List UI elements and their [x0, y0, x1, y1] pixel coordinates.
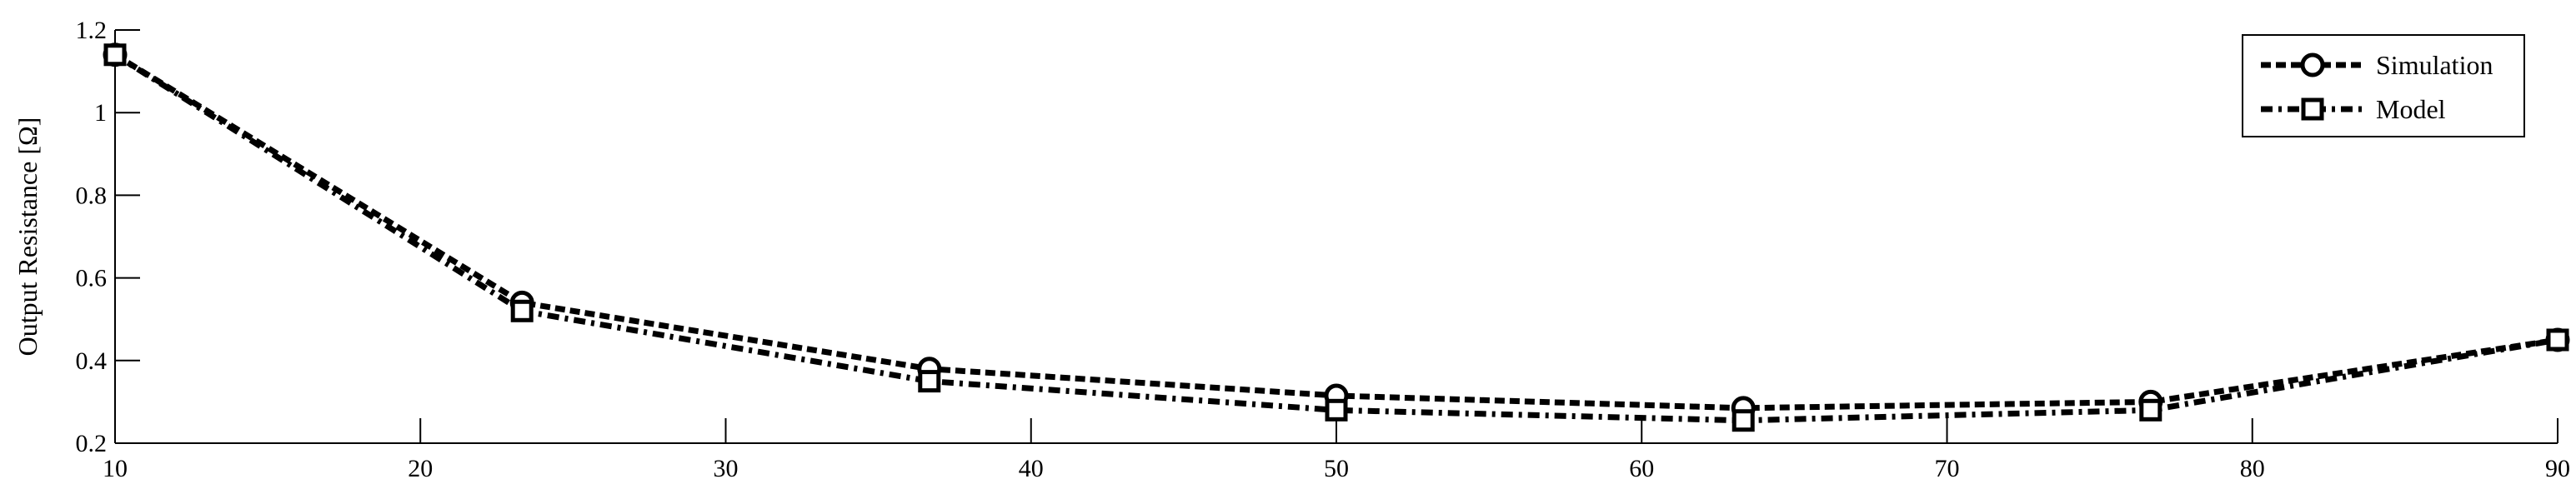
x-tick-label: 60: [1629, 455, 1654, 482]
y-tick-label: 0.6: [76, 265, 108, 292]
x-tick-label: 50: [1324, 455, 1349, 482]
legend-marker-model: [2301, 97, 2324, 121]
y-tick-label: 0.2: [76, 430, 108, 457]
y-tick-label: 1.2: [76, 17, 108, 44]
data-point-model: [2139, 398, 2163, 422]
data-point-model: [1732, 409, 1755, 432]
axes: 10 20 30 40 50 60 70 80 90 0.2 0.4 0.6 0.8 1 1.2 Output…: [13, 17, 2570, 482]
data-point-model: [103, 43, 127, 67]
legend-marker-simulation: [2300, 52, 2325, 77]
y-tick-label: 0.8: [76, 182, 108, 209]
x-tick-label: 40: [1019, 455, 1044, 482]
legend: Simulation Model: [2242, 34, 2525, 137]
x-tick-label: 70: [1935, 455, 1960, 482]
legend-label: Simulation: [2376, 50, 2493, 80]
data-point-model: [1325, 398, 1348, 422]
x-tick-label: 80: [2240, 455, 2265, 482]
x-tick-label: 10: [103, 455, 128, 482]
series-line-simulation: [113, 52, 2558, 412]
legend-label: Model: [2376, 94, 2446, 124]
data-point-model: [2546, 328, 2569, 352]
y-tick-label: 0.4: [76, 347, 108, 375]
x-tick-label: 20: [408, 455, 433, 482]
y-tick-label: 1: [94, 99, 107, 127]
series-line-model: [113, 52, 2558, 424]
x-tick-label: 90: [2545, 455, 2570, 482]
y-axis-label: Output Resistance [Ω]: [13, 117, 43, 357]
data-point-model: [510, 299, 534, 322]
legend-box: [2242, 34, 2525, 137]
data-point-model: [918, 370, 941, 393]
x-tick-label: 30: [714, 455, 739, 482]
plot-area: [103, 42, 2570, 432]
